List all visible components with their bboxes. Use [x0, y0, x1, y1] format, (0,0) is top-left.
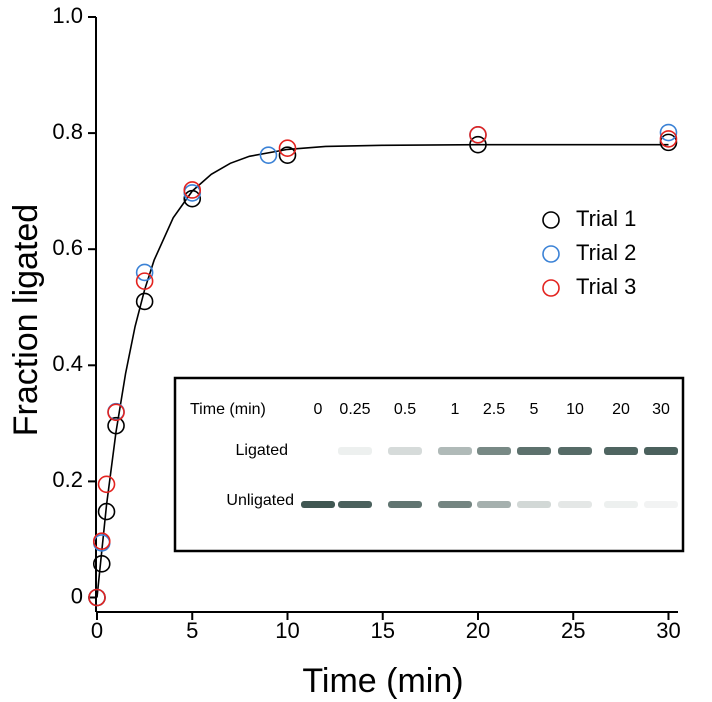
- inset-frame: [173, 376, 685, 553]
- legend-label: Trial 3: [576, 274, 636, 299]
- lane-label: 0: [314, 401, 323, 418]
- lane-label: 2.5: [483, 401, 505, 418]
- y-axis-title: Fraction ligated: [7, 204, 45, 436]
- data-point: [135, 272, 154, 290]
- gel-band: [388, 501, 422, 508]
- data-point: [469, 126, 487, 144]
- lane-label: 5: [530, 401, 539, 418]
- data-point: [183, 189, 202, 208]
- gel-band: [604, 501, 638, 508]
- x-tick-label: 15: [370, 618, 394, 643]
- legend-label: Trial 1: [576, 206, 636, 231]
- lane-label: 0.25: [339, 401, 370, 418]
- gel-band: [388, 447, 422, 455]
- legend-marker: [542, 211, 560, 229]
- data-point: [278, 139, 297, 157]
- y-tick-label: 0.2: [52, 467, 83, 492]
- data-point: [135, 292, 154, 311]
- lane-label: 30: [652, 401, 670, 418]
- lane-label: 20: [612, 401, 630, 418]
- x-tick-label: 10: [275, 618, 299, 643]
- y-tick-label: 0.4: [52, 351, 83, 376]
- data-point: [107, 403, 125, 422]
- legend-marker: [542, 279, 560, 297]
- inset-row-label: Unligated: [226, 492, 294, 509]
- gel-band: [517, 501, 551, 508]
- fit-line: [96, 143, 669, 598]
- gel-band: [477, 501, 511, 508]
- data-point: [135, 263, 154, 282]
- data-point: [107, 416, 125, 435]
- gel-band: [517, 447, 551, 455]
- legend-marker: [542, 245, 560, 263]
- gel-band: [604, 447, 638, 455]
- data-point: [659, 133, 678, 152]
- data-point: [97, 502, 116, 521]
- gel-band: [558, 501, 592, 508]
- gel-band: [644, 501, 678, 508]
- gel-band: [438, 501, 472, 508]
- data-point: [278, 146, 297, 164]
- lane-label: 0.5: [394, 401, 416, 418]
- data-point: [659, 123, 678, 142]
- x-axis-title: Time (min): [302, 662, 463, 700]
- inset-gel: Time (min) Ligated Unligated 0 0.25 0.5 1 2.…: [173, 376, 685, 553]
- data-point: [92, 532, 111, 550]
- y-tick-label: 0.6: [52, 235, 83, 260]
- x-tick-label: 20: [466, 618, 490, 643]
- gel-band: [338, 501, 372, 508]
- data-point: [92, 555, 111, 573]
- data-point: [259, 146, 278, 164]
- x-tick-label: 5: [186, 618, 198, 643]
- gel-band: [438, 447, 472, 455]
- gel-band: [644, 447, 678, 455]
- gel-band: [477, 447, 511, 455]
- gel-band: [558, 447, 592, 455]
- data-point: [469, 135, 487, 154]
- data-point: [183, 181, 202, 199]
- y-tick-label: 0.8: [52, 119, 83, 144]
- x-tick-label: 25: [561, 618, 585, 643]
- data-point: [88, 588, 106, 607]
- lane-label: 1: [451, 401, 460, 418]
- y-tick-label: 0: [71, 583, 83, 608]
- lane-label: 10: [566, 401, 584, 418]
- legend-label: Trial 2: [576, 240, 636, 265]
- y-tick-label: 1.0: [52, 3, 83, 28]
- inset-header: Time (min): [190, 401, 266, 418]
- gel-band: [338, 447, 372, 455]
- x-tick-label: 30: [656, 618, 680, 643]
- gel-band: [301, 501, 335, 508]
- data-point: [97, 475, 116, 494]
- data-point: [659, 130, 678, 148]
- x-tick-label: 0: [91, 618, 103, 643]
- inset-row-label: Ligated: [236, 442, 289, 459]
